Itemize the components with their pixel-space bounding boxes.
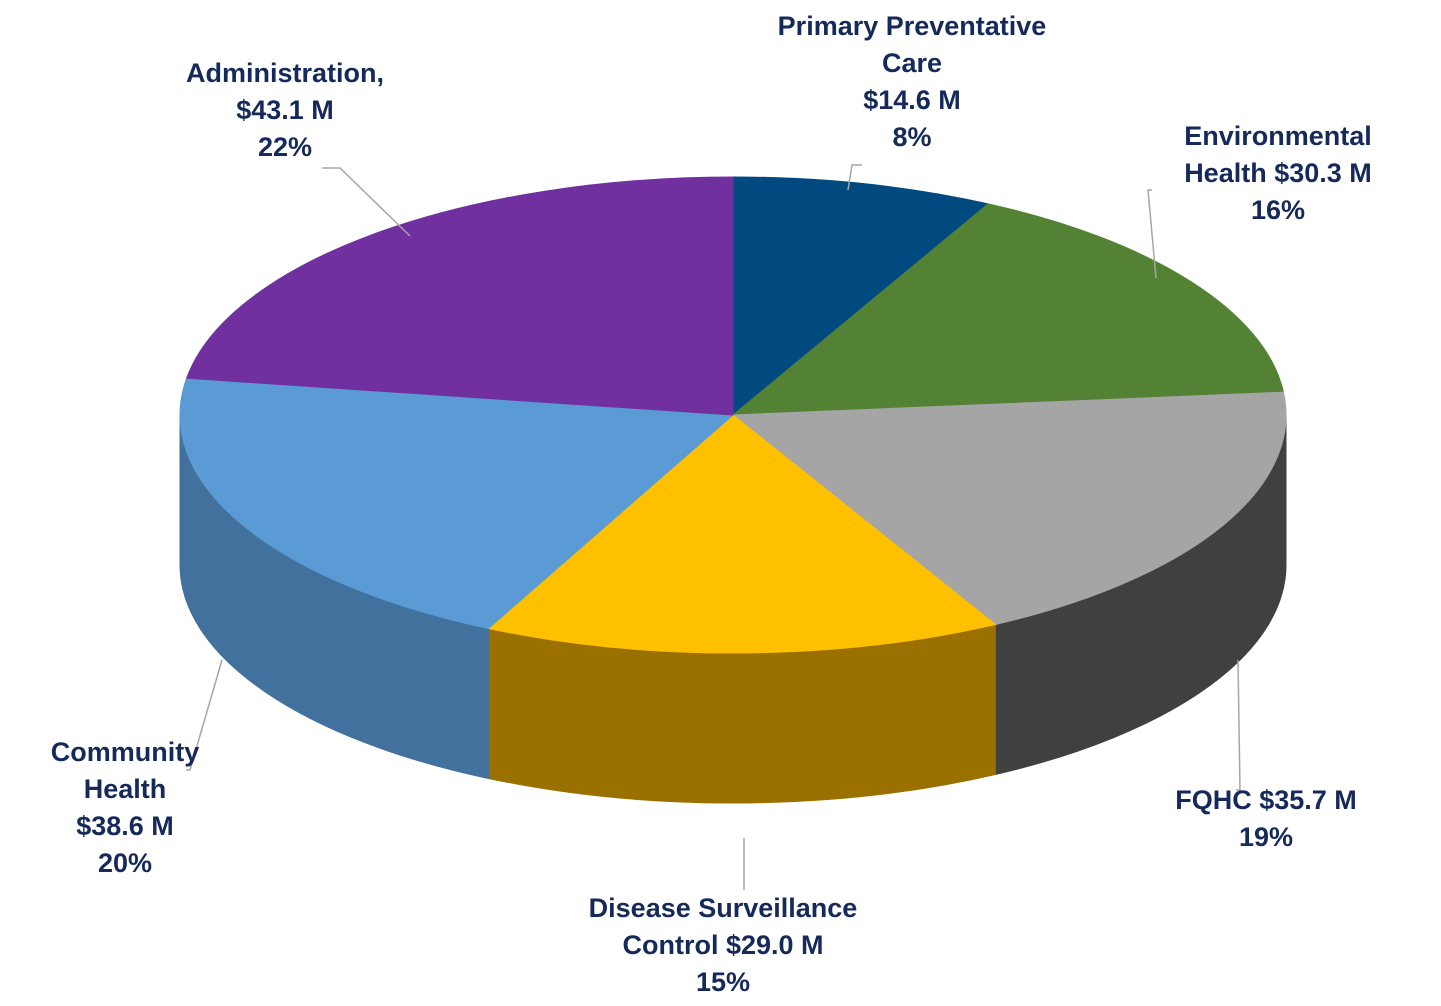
leader-line (1236, 659, 1241, 791)
category: FQHC (1175, 785, 1252, 815)
category: Administration, (185, 58, 384, 88)
percent-label: 16% (1250, 195, 1306, 225)
leader-line (322, 167, 411, 237)
slice-label: Disease Surveillance Control $29.0 M 15% (538, 890, 908, 1001)
percent-label: 22% (257, 132, 313, 162)
percent-label: 20% (97, 848, 153, 878)
percent-label: 8% (892, 122, 932, 152)
category: Environmental Health (1184, 121, 1372, 188)
slice (185, 176, 734, 416)
leader-line (186, 659, 223, 771)
value-label: $38.6 M (76, 811, 174, 841)
value-label: $30.3 M (1274, 158, 1372, 188)
percent-label: 15% (695, 967, 751, 997)
slice-label: Administration, $43.1 M 22% (150, 55, 420, 166)
value-label: $43.1 M (236, 95, 334, 125)
percent-label: 19% (1238, 822, 1294, 852)
slice (732, 176, 990, 417)
slice-label: Community Health $38.6 M 20% (20, 734, 230, 882)
slice (731, 203, 1285, 416)
slice-label: Primary Preventative Care $14.6 M 8% (757, 8, 1067, 156)
category: Primary Preventative Care (777, 11, 1047, 78)
slice (487, 414, 997, 654)
slice-label: Environmental Health $30.3 M 16% (1140, 118, 1416, 229)
slice-label: FQHC $35.7 M 19% (1136, 782, 1396, 856)
leader-line (1147, 189, 1157, 279)
category: Disease Surveillance Control (588, 893, 858, 960)
value-label: $29.0 M (725, 930, 824, 960)
value-label: $35.7 M (1259, 785, 1357, 815)
value-label: $14.6 M (863, 85, 961, 115)
leader-line (847, 164, 862, 191)
slice (731, 391, 1287, 626)
category: Community Health (50, 737, 200, 804)
slice (179, 377, 735, 629)
